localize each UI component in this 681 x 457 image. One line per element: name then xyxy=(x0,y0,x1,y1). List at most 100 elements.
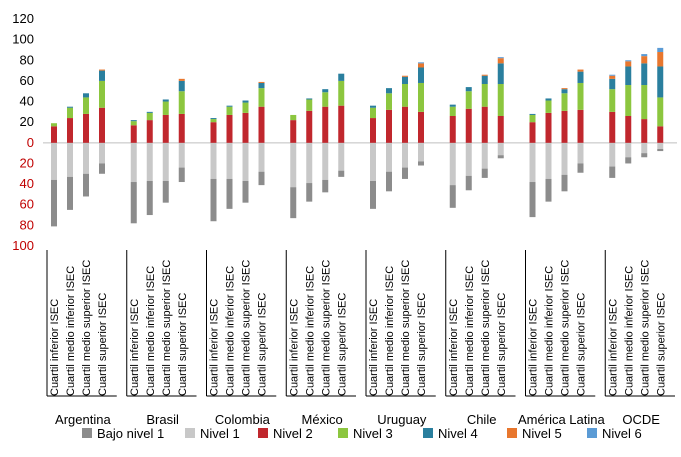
bar-segment-nivel-4 xyxy=(609,78,616,90)
bar-segment-nivel-3 xyxy=(641,85,648,120)
bar-segment-bajo-nivel-1 xyxy=(338,170,345,177)
bar-segment-nivel-2 xyxy=(290,120,297,143)
bar-segment-nivel-1 xyxy=(258,142,265,172)
bar-segment-nivel-1 xyxy=(226,142,233,179)
bar-segment-nivel-3 xyxy=(178,91,185,114)
bar-segment-bajo-nivel-1 xyxy=(226,178,233,209)
bar-segment-bajo-nivel-1 xyxy=(242,180,249,203)
group-label: Colombia xyxy=(215,412,271,427)
bar-segment-nivel-1 xyxy=(306,142,313,184)
bar-segment-nivel-4 xyxy=(577,71,584,83)
bar-segment-nivel-1 xyxy=(545,142,552,179)
bar-segment-nivel-3 xyxy=(99,80,105,108)
legend-label: Nivel 6 xyxy=(602,426,642,441)
bar-segment-nivel-2 xyxy=(625,115,632,143)
bar-segment-nivel-1 xyxy=(657,142,664,150)
bar-segment-nivel-3 xyxy=(481,84,488,107)
bar-segment-nivel-1 xyxy=(99,142,105,164)
y-tick-label: 60 xyxy=(20,73,34,88)
bar-segment-nivel-1 xyxy=(130,142,137,183)
y-tick-label: 40 xyxy=(20,94,34,109)
bar-label: Cuartil medio inferior ISEC xyxy=(464,266,476,396)
group-label: Brasil xyxy=(146,412,179,427)
bar-segment-nivel-2 xyxy=(226,114,233,143)
bar-segment-bajo-nivel-1 xyxy=(386,171,392,192)
bar-segment-nivel-2 xyxy=(561,110,568,143)
bar-segment-nivel-3 xyxy=(146,112,153,121)
bar-segment-nivel-4 xyxy=(178,80,185,92)
bar-label: Cuartil medio inferior ISEC xyxy=(65,266,77,396)
bar-segment-nivel-3 xyxy=(609,89,616,112)
bar-segment-nivel-5 xyxy=(497,58,504,64)
legend-swatch xyxy=(507,428,517,438)
bar-segment-nivel-2 xyxy=(370,118,376,143)
bar-segment-nivel-1 xyxy=(146,142,153,181)
bar-segment-nivel-5 xyxy=(481,74,488,76)
bar-segment-nivel-5 xyxy=(577,69,584,72)
bar-segment-nivel-3 xyxy=(51,123,57,127)
bar-segment-nivel-4 xyxy=(242,100,249,103)
bar-segment-bajo-nivel-1 xyxy=(99,163,105,174)
bar-segment-nivel-6 xyxy=(497,57,504,59)
group-label: OCDE xyxy=(622,412,660,427)
bar-segment-nivel-4 xyxy=(418,67,424,83)
legend-swatch xyxy=(82,428,92,438)
bar-label: Cuartil inferior ISEC xyxy=(368,299,380,396)
bar-segment-nivel-4 xyxy=(625,66,632,86)
bar-segment-nivel-2 xyxy=(338,105,345,143)
bar-segment-nivel-1 xyxy=(481,142,488,169)
bar-segment-nivel-1 xyxy=(402,142,408,168)
bar-segment-nivel-1 xyxy=(561,142,568,175)
bar-segment-nivel-3 xyxy=(497,84,504,116)
bar-segment-bajo-nivel-1 xyxy=(481,168,488,178)
bar-label: Cuartil inferior ISEC xyxy=(448,299,460,396)
bar-segment-nivel-4 xyxy=(83,93,89,98)
bar-segment-bajo-nivel-1 xyxy=(146,180,153,216)
bar-segment-nivel-3 xyxy=(258,88,265,107)
bar-segment-nivel-4 xyxy=(306,98,313,100)
bar-label: Cuartil superior ISEC xyxy=(576,293,588,396)
bar-segment-nivel-2 xyxy=(51,126,57,143)
bar-segment-nivel-4 xyxy=(657,66,664,98)
bar-segment-bajo-nivel-1 xyxy=(210,178,217,222)
bar-label: Cuartil medio superior ISEC xyxy=(81,260,93,396)
bar-segment-nivel-3 xyxy=(402,84,408,107)
bar-segment-nivel-4 xyxy=(226,105,233,107)
bar-segment-nivel-4 xyxy=(338,73,345,81)
bar-segment-nivel-3 xyxy=(338,80,345,106)
bar-label: Cuartil superior ISEC xyxy=(416,293,428,396)
bar-segment-bajo-nivel-1 xyxy=(609,166,616,178)
bar-label: Cuartil medio superior ISEC xyxy=(560,260,572,396)
bar-segment-nivel-4 xyxy=(210,118,217,120)
bar-segment-nivel-3 xyxy=(545,100,552,113)
bar-segment-nivel-4 xyxy=(130,120,137,122)
bar-segment-nivel-5 xyxy=(178,78,185,81)
bar-segment-bajo-nivel-1 xyxy=(545,178,552,202)
bar-segment-bajo-nivel-1 xyxy=(625,157,632,164)
bar-segment-nivel-1 xyxy=(386,142,392,172)
bar-segment-nivel-2 xyxy=(322,106,329,143)
bar-segment-bajo-nivel-1 xyxy=(322,179,329,193)
bar-segment-nivel-5 xyxy=(258,81,265,83)
bar-label: Cuartil inferior ISEC xyxy=(49,299,61,396)
bar-segment-nivel-4 xyxy=(641,63,648,86)
bar-segment-nivel-1 xyxy=(641,142,648,154)
bar-segment-nivel-2 xyxy=(465,108,472,143)
bar-segment-nivel-6 xyxy=(625,60,632,62)
bar-segment-nivel-1 xyxy=(609,142,616,167)
bar-segment-nivel-3 xyxy=(162,101,169,115)
bar-segment-nivel-2 xyxy=(657,126,664,143)
bar-label: Cuartil inferior ISEC xyxy=(607,299,619,396)
bar-segment-nivel-4 xyxy=(386,88,392,94)
bar-segment-nivel-1 xyxy=(322,142,329,180)
bar-segment-nivel-1 xyxy=(577,142,584,164)
bar-segment-nivel-2 xyxy=(130,125,137,143)
bar-segment-nivel-4 xyxy=(449,104,456,107)
bar-segment-nivel-5 xyxy=(625,61,632,67)
bar-label: Cuartil inferior ISEC xyxy=(288,299,300,396)
bar-segment-bajo-nivel-1 xyxy=(306,183,313,202)
bar-segment-nivel-4 xyxy=(67,106,73,108)
bar-label: Cuartil inferior ISEC xyxy=(209,299,221,396)
legend-label: Nivel 4 xyxy=(438,426,478,441)
bar-segment-nivel-1 xyxy=(465,142,472,176)
